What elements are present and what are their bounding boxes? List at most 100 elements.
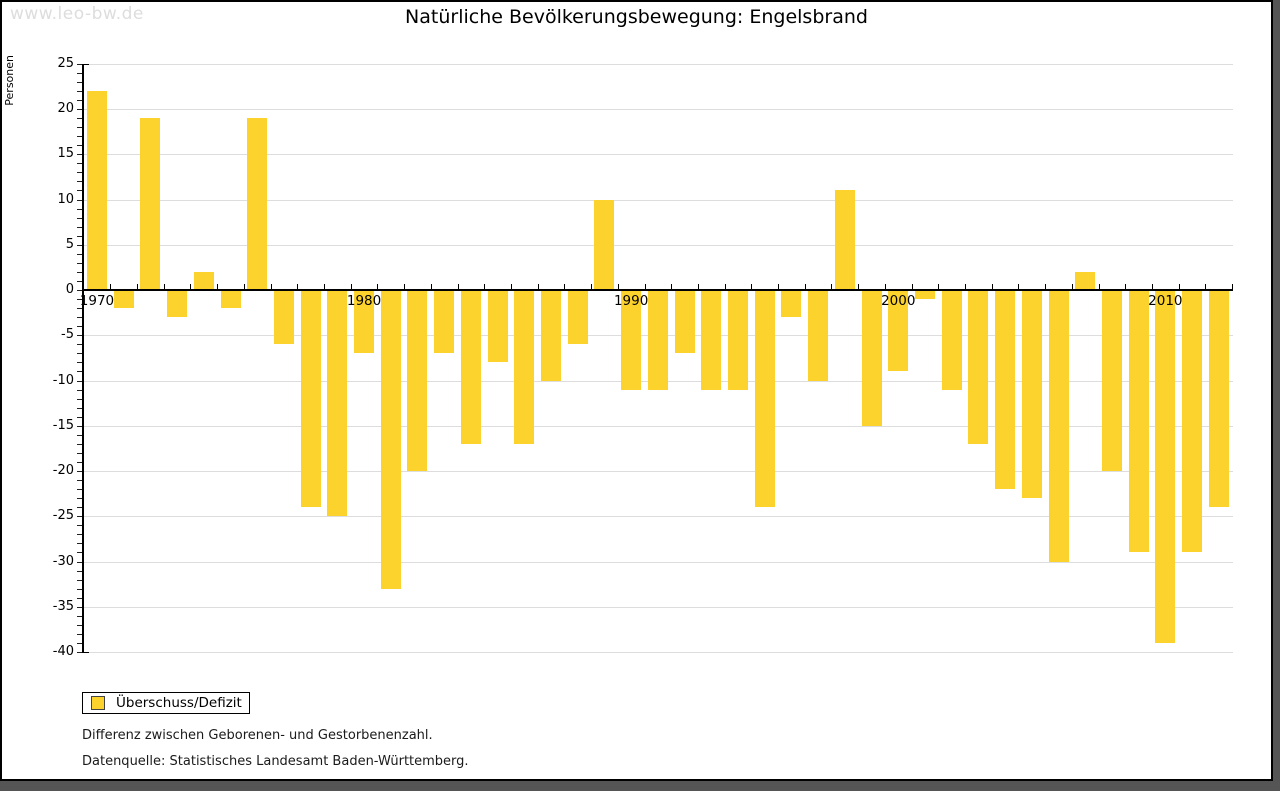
bar-1990 [621,290,642,390]
y-axis-minor-tick [77,199,82,201]
y-tick-label: 5 [65,236,74,252]
x-axis-tick [617,284,619,289]
x-axis-tick [323,284,325,289]
x-axis-tick [697,284,699,289]
x-tick-label-2010: 2010 [1148,293,1183,309]
y-axis-minor-tick [77,344,82,346]
x-axis-tick [1071,284,1073,289]
x-axis-tick [591,284,593,289]
y-tick-label: 0 [65,282,74,297]
bar-1982 [407,290,428,471]
bar-2011 [1182,290,1203,553]
y-axis-minor-tick [77,63,82,65]
bar-1999 [861,290,882,426]
x-axis-tick [884,284,886,289]
bar-1986 [514,290,535,444]
legend-swatch [91,696,105,710]
y-axis-minor-tick [77,127,82,129]
x-axis-tick [991,284,993,289]
x-tick-label-1980: 1980 [346,293,382,309]
x-axis-tick [804,284,806,289]
y-tick-label: 15 [57,146,74,162]
gridline-y-35 [82,606,1233,608]
bar-1975 [220,290,241,309]
bar-1988 [567,290,588,345]
y-axis-minor-tick [77,534,82,536]
x-axis-tick [1178,284,1180,289]
y-axis-minor-tick [77,561,82,563]
y-tick-label: 10 [57,191,74,207]
bar-1981 [380,290,401,589]
x-axis-tick [537,284,539,289]
x-axis-zero-line [82,289,1233,291]
y-tick-label: -30 [52,553,74,569]
y-tick-label: -5 [61,327,74,343]
bar-1979 [327,290,348,517]
y-axis-minor-tick [77,353,82,355]
y-axis-top-stub [82,63,89,65]
plot-area: 25 20 15 10 5 0 -5 -10 -15 -20 -25 -30 -35 -40 1970 198… [2,2,1271,702]
bar-1970 [86,90,107,290]
x-axis-tick [484,284,486,289]
gridline-y-30 [82,561,1233,563]
bar-1994 [727,290,748,390]
x-axis-tick [911,284,913,289]
x-axis-tick [270,284,272,289]
x-axis-tick [217,284,219,289]
bar-2001 [914,290,935,300]
y-axis-minor-tick [77,244,82,246]
y-axis-minor-tick [77,425,82,427]
gridline-y20 [82,109,1233,110]
y-axis-minor-tick [77,552,82,554]
bar-2007 [1075,271,1096,290]
gridline-y-40 [82,652,1233,653]
y-axis-line [82,63,84,652]
x-axis-tick [831,284,833,289]
bar-2003 [968,290,989,444]
x-axis-tick [965,284,967,289]
y-axis-minor-tick [77,217,82,219]
y-axis-minor-tick [77,118,82,120]
y-axis-minor-tick [77,317,82,319]
gridline-y-15 [82,425,1233,427]
y-axis-minor-tick [77,326,82,328]
y-axis-minor-tick [77,507,82,509]
bar-2009 [1128,290,1149,553]
gridline-y25 [82,63,1233,65]
x-axis-tick [671,284,673,289]
y-axis-minor-tick [77,145,82,147]
bar-1976 [247,118,268,290]
y-axis-minor-tick [77,226,82,228]
y-axis-minor-tick [77,208,82,210]
y-axis-minor-tick [77,371,82,373]
bar-1974 [193,271,214,290]
y-axis-minor-tick [77,398,82,400]
x-axis-tick [297,284,299,289]
footnote-source: Datenquelle: Statistisches Landesamt Bad… [82,754,469,769]
bar-1985 [487,290,508,363]
y-axis-minor-tick [77,434,82,436]
gridline-y-25 [82,516,1233,518]
y-axis-minor-tick [77,172,82,174]
chart-title: Natürliche Bevölkerungsbewegung: Engelsb… [405,6,868,28]
x-axis-tick [163,284,165,289]
x-axis-tick [1125,284,1127,289]
bar-2002 [941,290,962,390]
x-axis-tick [1205,284,1207,289]
legend-label: Überschuss/Defizit [116,695,242,711]
gridline-y5 [82,244,1233,246]
bar-1977 [273,290,294,345]
y-axis-minor-tick [77,516,82,518]
watermark: www.leo-bw.de [10,4,144,24]
bar-1987 [541,290,562,381]
y-axis-minor-tick [77,299,82,301]
bar-1971 [113,290,134,309]
y-axis-minor-tick [77,615,82,617]
x-tick-label-1990: 1990 [613,293,649,309]
y-tick-label: -25 [52,508,74,524]
bar-2006 [1048,290,1069,562]
x-axis-tick [644,284,646,289]
x-axis-tick [724,284,726,289]
x-axis-tick [1232,284,1234,289]
y-tick-label: -35 [52,598,74,614]
